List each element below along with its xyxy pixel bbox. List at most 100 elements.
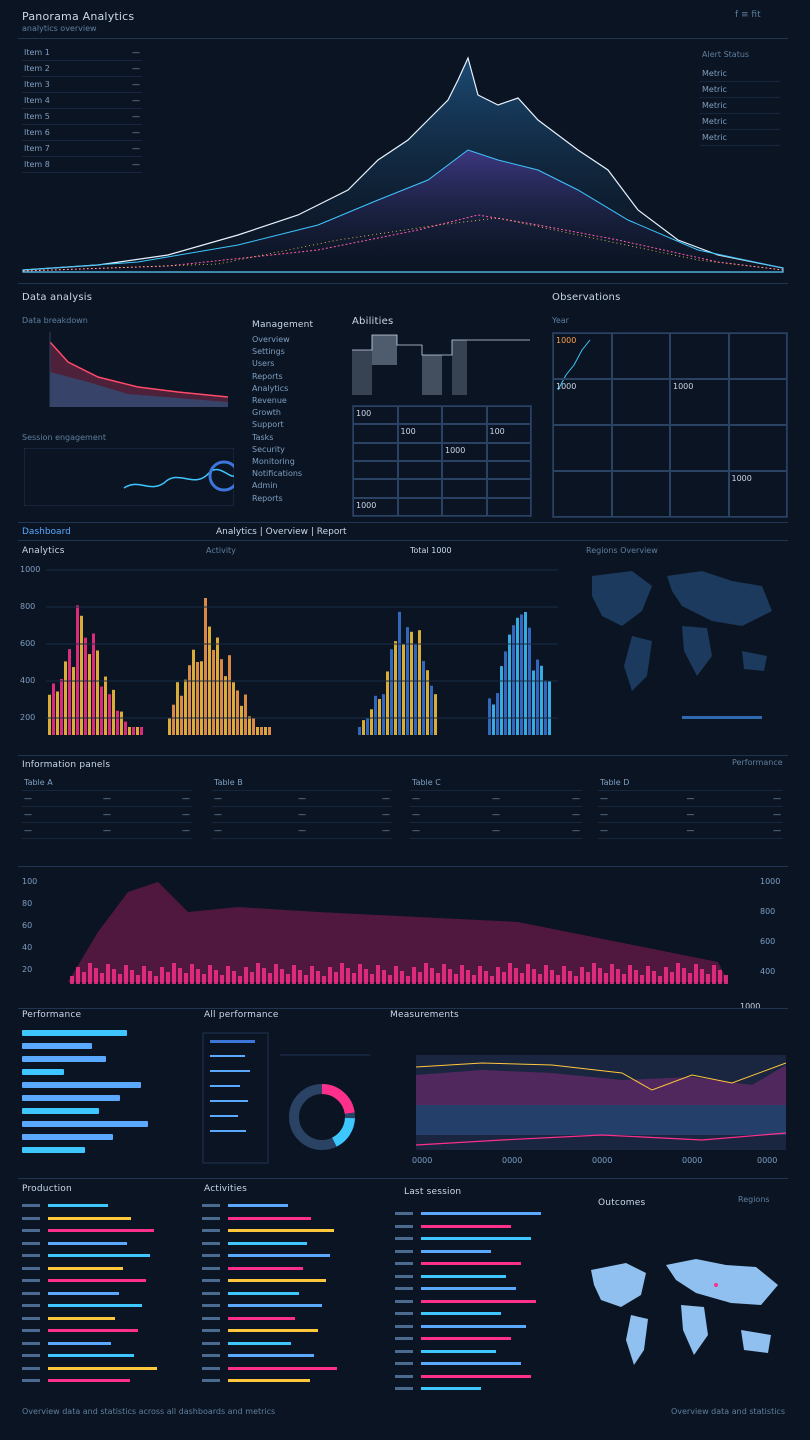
world-map-bottom bbox=[591, 1259, 778, 1365]
list-item[interactable]: Admin bbox=[252, 481, 278, 491]
table-row[interactable]: — — — bbox=[22, 791, 192, 807]
list-item[interactable]: Reports bbox=[252, 493, 283, 503]
list-item[interactable] bbox=[202, 1215, 382, 1223]
bar bbox=[252, 718, 255, 735]
bar bbox=[586, 972, 590, 984]
grid-cell: 1000 bbox=[670, 379, 729, 425]
list-item[interactable] bbox=[202, 1327, 382, 1335]
list-item[interactable]: Tasks bbox=[252, 432, 274, 442]
list-item[interactable] bbox=[395, 1335, 577, 1343]
bar bbox=[548, 680, 551, 735]
tab-strip[interactable]: Analytics | Overview | Report bbox=[216, 527, 347, 537]
session-engagement-label: Session engagement bbox=[22, 433, 106, 442]
bar bbox=[540, 665, 543, 735]
list-item[interactable] bbox=[395, 1235, 577, 1243]
list-item[interactable] bbox=[22, 1352, 187, 1360]
bar bbox=[268, 973, 272, 984]
list-item[interactable] bbox=[395, 1260, 577, 1268]
list-item[interactable] bbox=[395, 1298, 577, 1306]
bar bbox=[250, 972, 254, 984]
list-item[interactable] bbox=[395, 1323, 577, 1331]
list-item[interactable] bbox=[202, 1265, 382, 1273]
list-item[interactable] bbox=[395, 1285, 577, 1293]
list-item[interactable] bbox=[202, 1202, 382, 1210]
bar bbox=[240, 705, 243, 735]
bar bbox=[496, 967, 500, 984]
list-item[interactable] bbox=[202, 1315, 382, 1323]
table-row[interactable]: — — — bbox=[598, 807, 783, 823]
list-item[interactable] bbox=[202, 1352, 382, 1360]
list-item[interactable] bbox=[202, 1340, 382, 1348]
list-item[interactable] bbox=[22, 1340, 187, 1348]
table-row[interactable]: — — — bbox=[212, 791, 392, 807]
grid-cell: 100 bbox=[353, 406, 398, 425]
list-item[interactable] bbox=[202, 1302, 382, 1310]
list-item[interactable] bbox=[202, 1240, 382, 1248]
table-row[interactable]: — — — bbox=[22, 807, 192, 823]
list-item[interactable] bbox=[395, 1348, 577, 1356]
table-row[interactable]: — — — bbox=[410, 823, 582, 839]
list-item[interactable] bbox=[395, 1360, 577, 1368]
table-row[interactable]: — — — bbox=[410, 807, 582, 823]
list-item[interactable] bbox=[22, 1227, 187, 1235]
list-item[interactable] bbox=[395, 1385, 577, 1393]
bar bbox=[154, 976, 158, 984]
bar bbox=[216, 637, 219, 735]
list-bar bbox=[228, 1379, 310, 1382]
list-item[interactable] bbox=[22, 1252, 187, 1260]
table-row[interactable]: — — — bbox=[22, 823, 192, 839]
list-item[interactable] bbox=[22, 1377, 187, 1385]
bar bbox=[256, 963, 260, 984]
list-item[interactable]: Notifications bbox=[252, 469, 303, 479]
list-item[interactable] bbox=[22, 1290, 187, 1298]
list-dot bbox=[22, 1241, 40, 1245]
list-item[interactable] bbox=[22, 1327, 187, 1335]
table-row[interactable]: — — — bbox=[212, 823, 392, 839]
list-item[interactable] bbox=[395, 1310, 577, 1318]
list-item[interactable] bbox=[22, 1277, 187, 1285]
grid-cell bbox=[611, 333, 670, 379]
list-item[interactable] bbox=[22, 1365, 187, 1373]
list-item[interactable]: Growth bbox=[252, 408, 281, 418]
list-item[interactable] bbox=[395, 1223, 577, 1231]
bar bbox=[544, 680, 547, 735]
list-item[interactable] bbox=[202, 1252, 382, 1260]
list-item[interactable] bbox=[22, 1240, 187, 1248]
list-item[interactable] bbox=[22, 1315, 187, 1323]
list-bar bbox=[48, 1316, 115, 1320]
list-item[interactable]: Overview bbox=[252, 335, 290, 344]
dashboard-tag[interactable]: Dashboard bbox=[22, 527, 71, 537]
bar bbox=[550, 970, 554, 984]
list-item[interactable] bbox=[22, 1265, 187, 1273]
list-item[interactable] bbox=[22, 1202, 187, 1210]
list-item[interactable]: Support bbox=[252, 420, 284, 430]
list-item[interactable]: Monitoring bbox=[252, 457, 295, 467]
list-item[interactable] bbox=[395, 1373, 577, 1381]
list-item[interactable] bbox=[202, 1227, 382, 1235]
list-item[interactable] bbox=[202, 1277, 382, 1285]
bar bbox=[418, 630, 421, 735]
list-item[interactable]: Settings bbox=[252, 347, 285, 357]
y-tick: 600 bbox=[760, 937, 775, 946]
list-item[interactable] bbox=[22, 1215, 187, 1223]
list-bar bbox=[228, 1229, 334, 1232]
table-row[interactable]: — — — bbox=[212, 807, 392, 823]
list-item[interactable] bbox=[202, 1377, 382, 1385]
list-item[interactable] bbox=[22, 1302, 187, 1310]
list-item[interactable] bbox=[202, 1290, 382, 1298]
table-row[interactable]: — — — bbox=[598, 791, 783, 807]
table-row[interactable]: — — — bbox=[410, 791, 582, 807]
list-item[interactable]: Reports bbox=[252, 371, 283, 381]
bar bbox=[184, 679, 187, 735]
list-item[interactable]: Revenue bbox=[252, 396, 287, 406]
list-item[interactable]: Users bbox=[252, 359, 275, 369]
header-controls[interactable]: f ≡ fit bbox=[735, 10, 761, 20]
list-item[interactable]: Security bbox=[252, 444, 285, 454]
list-item[interactable]: Analytics bbox=[252, 383, 289, 393]
list-item[interactable] bbox=[395, 1210, 577, 1218]
table-row[interactable]: — — — bbox=[598, 823, 783, 839]
list-item[interactable] bbox=[395, 1273, 577, 1281]
bar bbox=[454, 974, 458, 984]
list-item[interactable] bbox=[395, 1248, 577, 1256]
list-item[interactable] bbox=[202, 1365, 382, 1373]
